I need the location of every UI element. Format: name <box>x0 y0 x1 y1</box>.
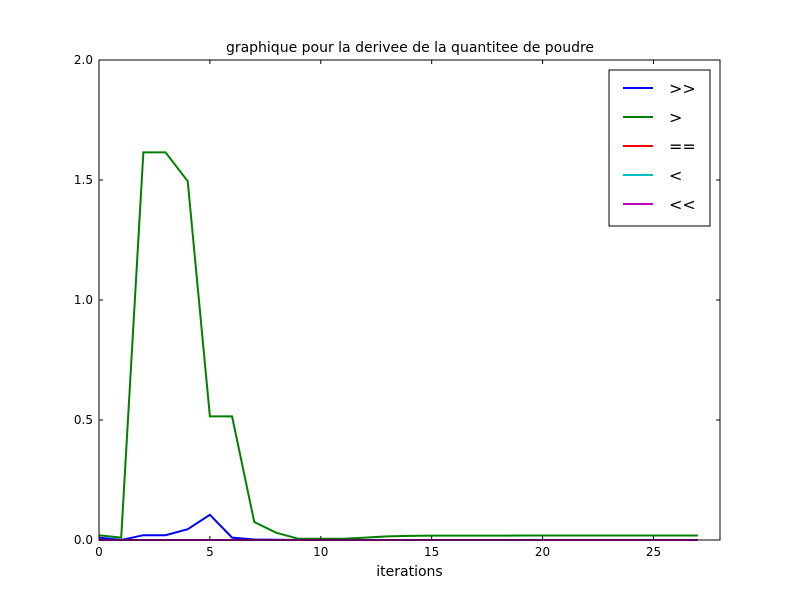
axes: 0 5 10 15 20 25 0.0 0.5 1.0 1.5 2.0 <box>74 53 720 559</box>
x-tick-label: 5 <box>206 545 214 559</box>
y-tick-label: 2.0 <box>74 53 93 67</box>
series-line-1 <box>98 151 698 540</box>
x-axis-label: iterations <box>376 564 442 580</box>
legend-label: >> <box>669 79 696 98</box>
legend-label: == <box>669 137 696 156</box>
chart-title: graphique pour la derivee de la quantite… <box>226 40 594 56</box>
y-tick-label: 1.5 <box>74 173 93 187</box>
x-tick-label: 20 <box>535 545 550 559</box>
legend: >>>==<<< <box>608 69 711 227</box>
legend-label: > <box>669 108 682 127</box>
y-tick-label: 0.0 <box>74 533 93 547</box>
legend-box <box>608 69 711 227</box>
y-tick-label: 0.5 <box>74 413 93 427</box>
legend-label: < <box>669 166 682 185</box>
x-tick-label: 10 <box>313 545 328 559</box>
x-tick-label: 25 <box>646 545 661 559</box>
x-tick-label: 0 <box>95 545 103 559</box>
x-tick-label: 15 <box>424 545 439 559</box>
legend-label: << <box>669 195 696 214</box>
y-tick-label: 1.0 <box>74 293 93 307</box>
